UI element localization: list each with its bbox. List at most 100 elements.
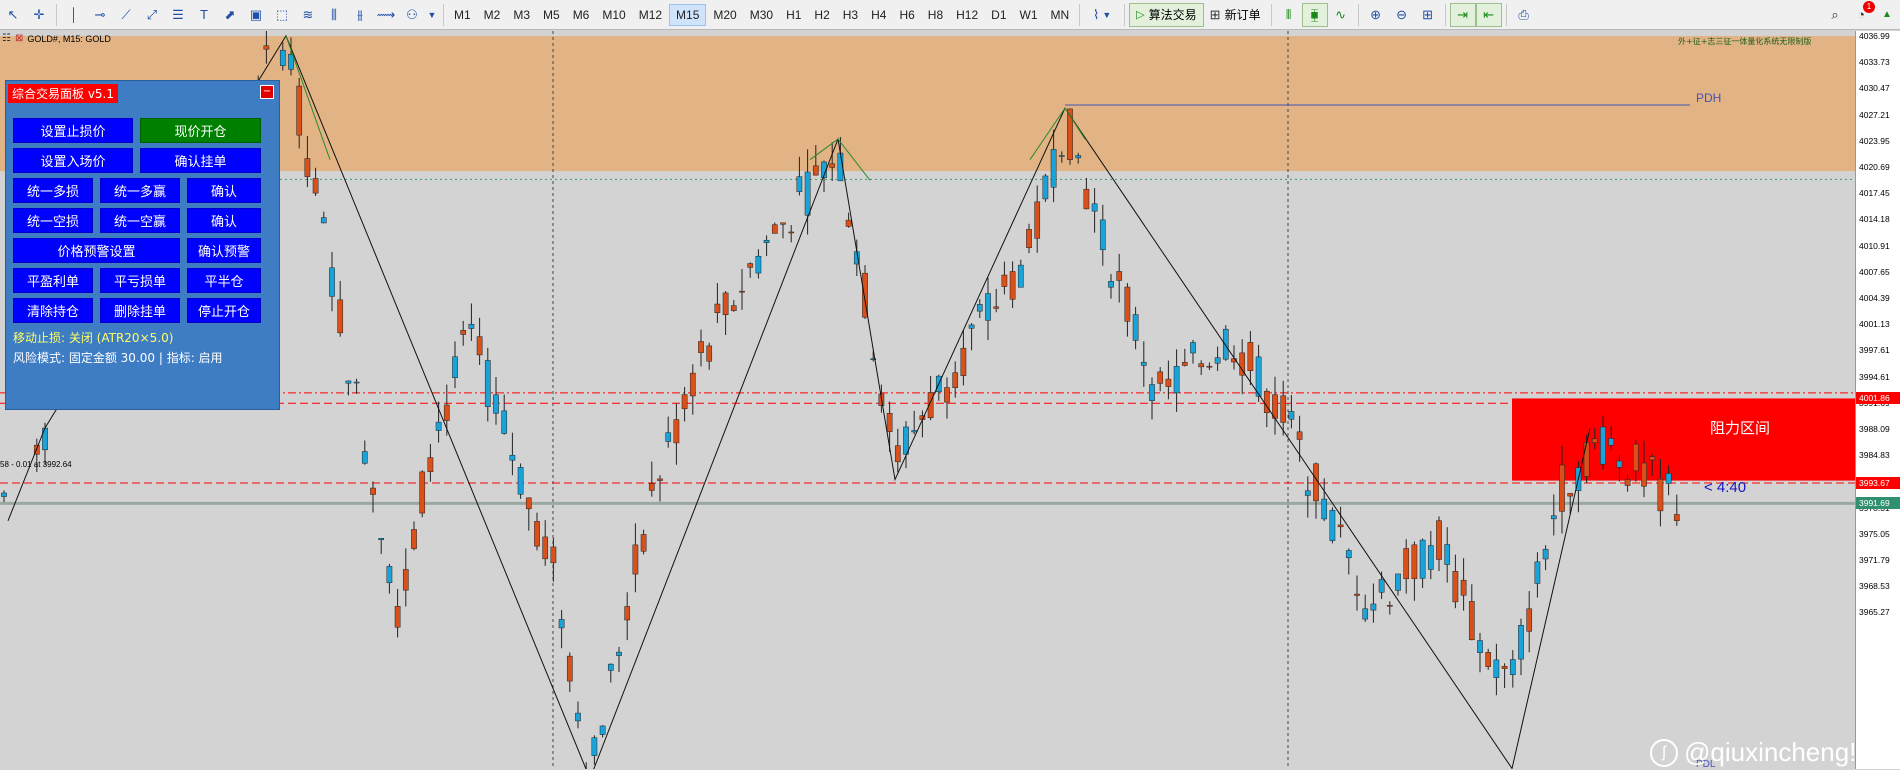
new-order-button[interactable]: ⊞ 新订单 (1204, 3, 1267, 27)
bull-candle (591, 737, 598, 756)
bear-candle (312, 178, 319, 194)
risk-mode-status: 风险模式: 固定金额 30.00 | 指标: 启用 (13, 351, 223, 365)
clear-positions-button[interactable]: 清除持仓 (13, 298, 93, 323)
bear-candle (1337, 524, 1344, 528)
trading-panel[interactable]: 综合交易面板 v5.1 − 设置止损价 现价开仓 设置入场价 确认挂单 统一多损… (5, 80, 280, 410)
zoom-out-icon[interactable]: ⊖ (1396, 6, 1408, 22)
close-profit-button[interactable]: 平盈利单 (13, 268, 93, 293)
bull-candle (1, 492, 7, 497)
trailing-stop-status: 移动止损: 关闭 (ATR20×5.0) (13, 331, 174, 345)
chart-type-icon[interactable]: ⌇ ▼ (1093, 6, 1112, 22)
bull-candle (1477, 640, 1483, 653)
angle-line-icon[interactable]: ⤢ (146, 6, 158, 22)
timeframe-m10[interactable]: M10 (602, 7, 626, 22)
unify-short-sl-button[interactable]: 统一空损 (13, 208, 93, 233)
gann-icon[interactable]: ⫼ (331, 6, 337, 22)
bear-candle (1591, 438, 1598, 443)
unify-long-tp-button[interactable]: 统一多赢 (100, 178, 180, 203)
timeframe-m15[interactable]: M15 (669, 3, 707, 26)
search-icon[interactable]: ⌕ (1831, 6, 1839, 22)
text-icon[interactable]: T (200, 7, 208, 22)
bear-candle (1280, 395, 1287, 423)
bear-candle (706, 345, 713, 362)
line-chart-icon[interactable]: ∿ (1335, 6, 1347, 22)
candle-chart-icon[interactable]: ⧯ (1301, 2, 1328, 27)
bull-candle (493, 394, 499, 414)
price-chart[interactable]: ☷ ⊠ GOLD#, M15: GOLD 外+征+志三征一体量化系统无限制版 5… (0, 31, 1856, 770)
close-loss-button[interactable]: 平亏损单 (100, 268, 180, 293)
cursor-icon[interactable]: ↖ (7, 6, 19, 22)
panel-close-button[interactable]: − (260, 85, 274, 99)
timeframe-m20[interactable]: M20 (713, 7, 737, 22)
delete-pending-button[interactable]: 删除挂单 (100, 298, 180, 323)
confirm-long-button[interactable]: 确认 (187, 178, 261, 203)
timeframe-m5[interactable]: M5 (543, 7, 560, 22)
chart-canvas[interactable] (0, 31, 1855, 769)
crosshair-icon[interactable]: ✛ (33, 6, 45, 22)
chart-shift-icon[interactable]: ⇤ (1475, 2, 1502, 27)
confirm-pending-button[interactable]: 确认挂单 (140, 148, 261, 173)
confirm-alert-button[interactable]: 确认预警 (187, 238, 261, 263)
autoscroll-icon[interactable]: ⇥ (1449, 2, 1476, 27)
shapes-icon[interactable]: ⚇ (406, 6, 418, 22)
rectangle-icon[interactable]: ⬚ (275, 6, 289, 22)
timeframe-h12[interactable]: H12 (956, 7, 979, 22)
timeframe-d1[interactable]: D1 (991, 7, 1007, 22)
unify-long-sl-button[interactable]: 统一多损 (13, 178, 93, 203)
trendline-icon[interactable]: ⟋ (121, 6, 131, 22)
price-alert-settings-button[interactable]: 价格预警设置 (13, 238, 180, 263)
bear-candle (640, 534, 647, 552)
timeframe-m6[interactable]: M6 (572, 7, 590, 22)
elliott-icon[interactable]: ⫵ (357, 6, 363, 22)
bear-candle (1165, 378, 1172, 387)
bear-candle (1009, 271, 1016, 300)
grid-icon[interactable]: ⊞ (1422, 6, 1434, 22)
bull-candle (1518, 625, 1524, 660)
timeframe-m30[interactable]: M30 (749, 7, 774, 22)
bear-candle (739, 290, 745, 293)
price-tag-upper: 4001.86 (1856, 392, 1900, 405)
screenshot-icon[interactable]: ⎙ (1518, 6, 1529, 22)
arrow-line-icon[interactable]: ⬈ (224, 6, 236, 22)
zigzag-icon[interactable]: ⟿ (376, 6, 396, 22)
timeframe-w1[interactable]: W1 (1019, 7, 1038, 22)
timeframe-m12[interactable]: M12 (638, 7, 663, 22)
bull-candle (1050, 149, 1057, 188)
bear-candle (1386, 605, 1393, 607)
bull-candle (911, 430, 918, 433)
stop-open-button[interactable]: 停止开仓 (187, 298, 261, 323)
market-open-button[interactable]: 现价开仓 (140, 118, 261, 143)
set-stop-loss-button[interactable]: 设置止损价 (13, 118, 133, 143)
bull-candle (985, 293, 991, 321)
close-half-button[interactable]: 平半仓 (187, 268, 261, 293)
channel-icon[interactable]: ≋ (302, 6, 314, 22)
timeframe-m3[interactable]: M3 (513, 7, 531, 22)
timeframe-mn[interactable]: MN (1050, 7, 1070, 22)
horizontal-line-icon[interactable]: ⊸ (94, 6, 106, 22)
account-level-icon[interactable]: ▲ (1882, 9, 1892, 20)
bar-chart-icon[interactable]: ⫴ (1285, 6, 1292, 22)
timeframe-m1[interactable]: M1 (454, 7, 471, 22)
zoom-in-icon[interactable]: ⊕ (1370, 6, 1382, 22)
timeframe-m2[interactable]: M2 (483, 7, 501, 22)
confirm-short-button[interactable]: 确认 (187, 208, 261, 233)
set-entry-price-button[interactable]: 设置入场价 (13, 148, 133, 173)
vertical-line-icon[interactable]: │ (69, 7, 79, 22)
algo-trading-button[interactable]: ▷ 算法交易 (1129, 2, 1204, 27)
fibonacci-icon[interactable]: ☰ (172, 6, 184, 22)
timeframe-h4[interactable]: H4 (871, 7, 887, 22)
timeframe-h8[interactable]: H8 (927, 7, 944, 22)
panel-titlebar[interactable]: 综合交易面板 v5.1 − (6, 81, 279, 103)
timeframe-h1[interactable]: H1 (786, 7, 802, 22)
indicator-chart-icon[interactable]: ▣ (249, 6, 263, 22)
bull-candle (1075, 155, 1082, 159)
shapes-dropdown-icon[interactable]: ▼ (427, 9, 437, 20)
price-tick-label: 4017.45 (1859, 188, 1890, 199)
notifications-icon[interactable]: ◔ 1 (1848, 0, 1875, 27)
unify-short-tp-button[interactable]: 统一空赢 (100, 208, 180, 233)
timeframe-h6[interactable]: H6 (899, 7, 915, 22)
bull-candle (517, 467, 524, 495)
timeframe-h3[interactable]: H3 (842, 7, 859, 22)
price-axis[interactable]: 4036.99 4033.73 4030.47 4027.21 4023.95 4020.… (1855, 31, 1900, 769)
timeframe-h2[interactable]: H2 (814, 7, 830, 22)
